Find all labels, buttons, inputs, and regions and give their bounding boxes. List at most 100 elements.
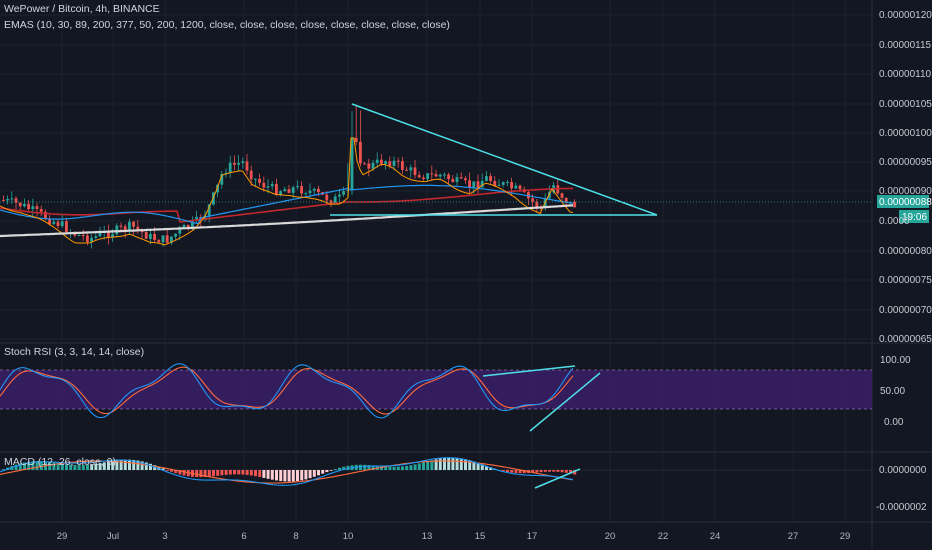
stoch-label-50: 50.00	[880, 386, 905, 397]
candle-body	[283, 189, 287, 192]
price-label: 0.00000080	[879, 246, 932, 257]
macd-bar	[90, 464, 94, 470]
last-price-badge: 0.00000088	[877, 195, 932, 208]
candle-body	[455, 177, 459, 182]
macd-bar	[510, 470, 514, 473]
macd-bar	[518, 470, 522, 474]
candle-body	[388, 161, 392, 166]
macd-bar	[434, 459, 438, 470]
candle-body	[14, 198, 18, 203]
macd-title[interactable]: MACD (12, 26, close, 9)	[4, 456, 117, 468]
macd-bar	[485, 465, 488, 470]
stoch-rsi-title[interactable]: Stoch RSI (3, 3, 14, 14, close)	[4, 346, 145, 358]
macd-bar	[468, 460, 472, 470]
macd-bar	[321, 470, 325, 474]
macd-bar	[573, 470, 577, 475]
candle-body	[207, 204, 211, 216]
macd-bar	[60, 463, 64, 470]
candle-body	[329, 200, 333, 204]
macd-bar	[438, 458, 442, 470]
candle-body	[48, 218, 51, 224]
macd-bar	[426, 461, 430, 470]
macd-bar	[224, 470, 228, 475]
macd-bar	[48, 461, 52, 470]
stoch-trendline-rising	[529, 372, 601, 432]
candle-body	[77, 235, 81, 237]
candle-body	[430, 173, 434, 175]
macd-bar	[249, 470, 253, 476]
candle-body	[434, 174, 438, 177]
macd-bar	[380, 466, 383, 470]
macd-bar	[459, 458, 463, 470]
time-label: 15	[475, 531, 486, 542]
stoch-label-100: 100.00	[880, 355, 911, 366]
candle-body	[195, 216, 198, 221]
candle-body	[178, 228, 182, 234]
macd-bar	[65, 464, 68, 470]
macd-bar	[14, 464, 18, 470]
candle-body	[308, 190, 312, 194]
candle-body	[220, 173, 224, 185]
candle-body	[266, 186, 270, 188]
time-axis[interactable]: 29 Jul 3 6 8 10 13 15 17 20 22 24 27 29	[57, 531, 851, 542]
countdown-badge: 19:06	[899, 210, 929, 223]
time-label: 8	[293, 531, 298, 542]
macd-bar	[69, 464, 73, 470]
macd-trendlines[interactable]	[534, 468, 581, 489]
candle-body	[153, 233, 156, 241]
macd-bar	[308, 470, 312, 479]
ema-study-title[interactable]: EMAS (10, 30, 89, 200, 377, 50, 200, 120…	[4, 19, 450, 31]
macd-bar	[81, 465, 85, 470]
macd-bar	[367, 465, 371, 470]
macd-bar	[207, 470, 211, 477]
candle-body	[287, 189, 291, 193]
macd-bar	[18, 463, 22, 470]
macd-bar	[430, 460, 434, 470]
macd-bar	[417, 463, 421, 470]
macd-bar	[123, 459, 127, 470]
macd-bar	[539, 470, 543, 473]
macd-histogram	[2, 457, 577, 482]
macd-line	[0, 457, 574, 486]
macd-bar	[119, 459, 123, 470]
candle-body	[409, 167, 413, 171]
candle-body	[98, 232, 102, 237]
price-label-partial: 0.0000	[879, 216, 910, 227]
candle-body	[493, 180, 497, 186]
macd-bar	[220, 470, 224, 476]
candle-body	[203, 215, 207, 220]
macd-bar	[73, 464, 77, 470]
price-label: 0.00000075	[879, 275, 932, 286]
candle-body	[170, 236, 173, 243]
price-axis[interactable]: 0.00000120 0.00000115 0.00000110 0.00000105…	[879, 10, 932, 345]
macd-bar	[56, 463, 60, 470]
price-candles	[2, 105, 576, 249]
candle-body	[115, 225, 119, 235]
macd-bar	[245, 470, 249, 475]
candle-body	[296, 186, 299, 188]
macd-bar	[359, 464, 362, 470]
macd-bar	[300, 470, 304, 481]
macd-bar	[455, 457, 459, 470]
chart-grid	[0, 0, 872, 522]
stoch-trendlines[interactable]	[482, 365, 601, 432]
macd-bar	[363, 464, 367, 470]
ema-lines	[0, 137, 574, 246]
candle-body	[6, 198, 9, 201]
candle-body	[60, 221, 64, 227]
candle-body	[228, 162, 232, 173]
macd-bar	[388, 466, 392, 470]
macd-bar	[489, 467, 493, 470]
candle-body	[241, 161, 245, 164]
candle-body	[510, 181, 513, 189]
time-label: 20	[605, 531, 616, 542]
macd-bar	[165, 470, 169, 471]
macd-bar	[111, 460, 115, 470]
price-label: 0.00000115	[879, 40, 932, 51]
macd-bar	[480, 464, 484, 470]
macd-bar	[535, 470, 539, 473]
triangle-drawing[interactable]	[330, 103, 658, 216]
macd-bar	[233, 470, 236, 475]
macd-bar	[254, 470, 257, 477]
